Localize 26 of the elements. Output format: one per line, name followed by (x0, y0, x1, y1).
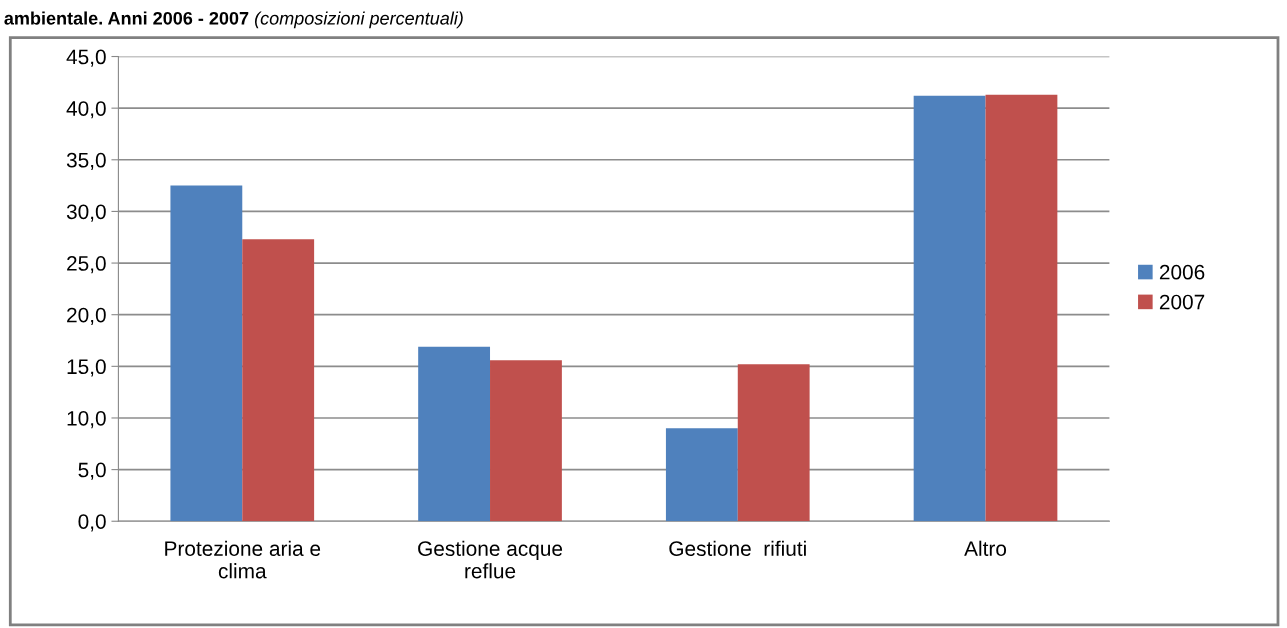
x-tick-label: Altro (964, 540, 1007, 556)
y-tick-label: 30,0 (66, 204, 106, 222)
legend-label: 2006 (1159, 264, 1205, 280)
y-tick-label: 25,0 (67, 256, 106, 274)
y-tick-label: 10,0 (67, 410, 106, 429)
y-tick-label: 5,0 (78, 462, 106, 480)
bar (490, 360, 562, 522)
x-tick-label: Protezione aria e clima (165, 540, 321, 579)
bar (985, 94, 1058, 522)
bar (242, 239, 315, 522)
x-tick-label: Gestione rifiuti (669, 540, 806, 556)
y-tick-label: 0,0 (78, 514, 106, 532)
legend-label: 2007 (1159, 294, 1205, 310)
x-tick-label: Gestione acque reflue (418, 540, 563, 579)
y-tick-label: 45,0 (66, 49, 106, 67)
y-tick-label: 15,0 (67, 359, 106, 377)
y-tick-label: 20,0 (67, 307, 106, 325)
bar (665, 428, 738, 522)
chart-title: ambientale. Anni 2006 - 2007 (4, 11, 249, 25)
y-tick-label: 40,0 (66, 101, 106, 119)
y-tick-label: 35,0 (66, 152, 106, 171)
bar (418, 346, 491, 522)
bar (913, 95, 986, 522)
bar (737, 364, 810, 522)
chart-subtitle: (composizioni percentuali) (254, 11, 463, 29)
bar (170, 185, 243, 522)
